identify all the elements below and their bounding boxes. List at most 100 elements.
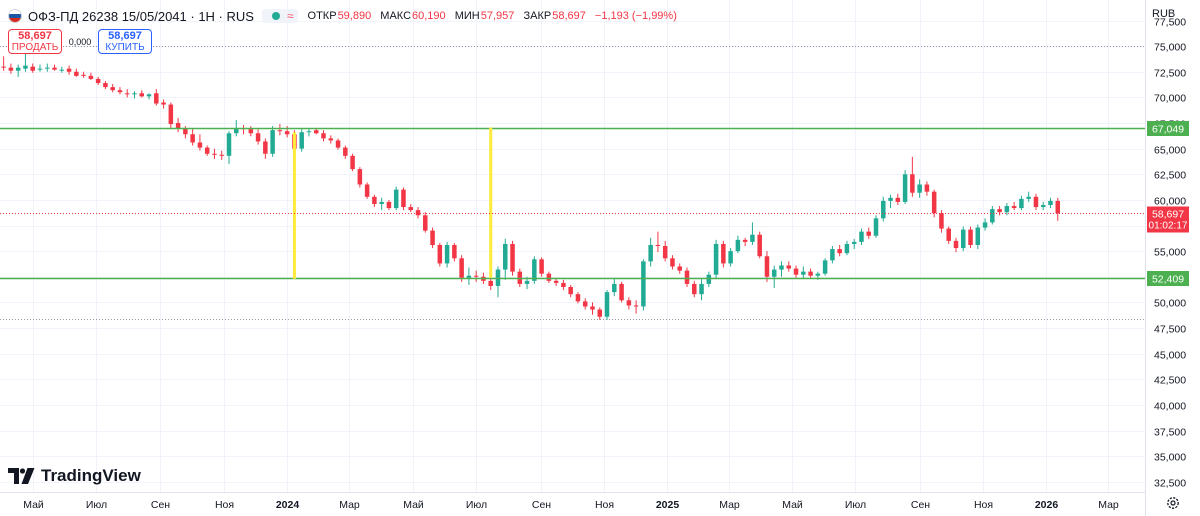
candle-body <box>844 243 850 254</box>
candle-down <box>401 187 406 211</box>
price-tick-label: 32,500 <box>1154 478 1186 490</box>
candle-body <box>255 133 261 142</box>
time-axis[interactable]: Май Июл Сен Ноя 2024 Мар Май Июл Сен Ноя 2025 Мар Ма… <box>23 499 1119 511</box>
candle-down <box>212 148 217 159</box>
candle-up <box>503 238 508 280</box>
candle-up <box>917 179 922 198</box>
candle-body <box>430 230 435 245</box>
candle-body <box>459 258 464 278</box>
candle-body <box>321 133 326 139</box>
high-label: МАКС <box>380 10 412 22</box>
chart-grid <box>0 0 1145 492</box>
plot-area[interactable] <box>0 0 1145 492</box>
candle-body <box>37 68 43 70</box>
approx-icon: ≈ <box>286 9 294 23</box>
price-tick-label: 55,000 <box>1154 247 1186 259</box>
candle-body <box>8 67 14 71</box>
candle-body <box>95 78 101 84</box>
candle-body <box>888 197 893 201</box>
candle-body <box>270 130 275 154</box>
candle-body <box>670 258 675 267</box>
candle-body <box>226 133 232 156</box>
candle-body <box>604 292 610 317</box>
price-tick-label: 70,000 <box>1154 93 1186 105</box>
highlight-segment <box>489 127 493 278</box>
candle-down <box>684 267 690 287</box>
candle-down <box>277 124 283 136</box>
time-tick-label: Мар <box>339 499 360 511</box>
candle-up <box>15 64 21 77</box>
time-tick-label: Мар <box>1098 499 1119 511</box>
candle-up <box>37 64 43 72</box>
candle-body <box>997 209 1002 213</box>
settings-gear-icon[interactable] <box>1162 492 1184 514</box>
candle-up <box>1004 202 1010 216</box>
candle-body <box>801 271 806 275</box>
candle-body <box>575 294 581 302</box>
candle-up <box>45 63 50 72</box>
price-axis[interactable]: 77,50075,00072,50070,00067,50065,00062,5… <box>1154 17 1186 490</box>
candle-up <box>801 266 806 279</box>
highlight-segments[interactable] <box>292 127 493 279</box>
candle-up <box>444 241 450 268</box>
candle-body <box>764 256 770 277</box>
sell-button[interactable]: 58,697 ПРОДАТЬ <box>8 29 62 54</box>
symbol-title[interactable]: ОФЗ-ПД 26238 15/05/2041 · 1Н · RUS <box>28 8 254 24</box>
candle-body <box>335 140 341 148</box>
time-tick-label: Сен <box>911 499 930 511</box>
candle-down <box>837 244 842 257</box>
candle-body <box>822 260 828 274</box>
buy-button[interactable]: 58,697 КУПИТЬ <box>98 29 152 54</box>
tradingview-logo[interactable]: TradingView <box>8 466 141 486</box>
candle-body <box>503 243 508 270</box>
candle-down <box>430 227 435 249</box>
price-tick-label: 42,500 <box>1154 375 1186 387</box>
candle-down <box>408 203 413 213</box>
candle-down <box>452 242 457 262</box>
candle-body <box>677 266 682 271</box>
last-price-label: 58,697 <box>1152 209 1184 221</box>
candle-body <box>15 67 21 71</box>
candle-down <box>1033 193 1039 211</box>
time-tick-label: Сен <box>532 499 551 511</box>
candle-down <box>619 281 624 303</box>
candle-body <box>866 231 871 236</box>
market-status[interactable]: ≈ <box>261 9 298 23</box>
candle-up <box>771 265 777 289</box>
candle-body <box>117 90 123 93</box>
candle-down <box>81 71 86 78</box>
candle-down <box>154 89 159 106</box>
horizontal-levels[interactable] <box>0 127 1145 280</box>
candle-up <box>830 246 835 264</box>
candle-body <box>23 65 28 69</box>
candle-down <box>30 63 35 73</box>
time-tick-label: Май <box>782 499 803 511</box>
price-tick-label: 72,500 <box>1154 68 1186 80</box>
candle-body <box>553 280 559 283</box>
price-tick-label: 40,000 <box>1154 401 1186 413</box>
candle-body <box>1 66 6 68</box>
candle-down <box>721 240 726 268</box>
candle-body <box>633 305 639 307</box>
candle-body <box>895 197 901 202</box>
candle-body <box>415 210 421 216</box>
candle-body <box>510 243 515 272</box>
candle-body <box>1004 206 1010 213</box>
candle-up <box>641 259 646 311</box>
time-tick-label: Июл <box>845 499 866 511</box>
candle-body <box>532 259 537 281</box>
candle-body <box>197 142 203 148</box>
candle-body <box>815 273 821 276</box>
currency-selector[interactable]: RUB <box>1152 8 1176 20</box>
candle-down <box>655 231 661 253</box>
candle-body <box>808 271 813 276</box>
candle-down <box>677 263 682 274</box>
level-tag-label: 67,049 <box>1152 124 1184 136</box>
candle-body <box>248 129 254 134</box>
open-label: ОТКР <box>307 10 337 22</box>
candle-down <box>95 76 101 86</box>
high-value: 60,190 <box>412 10 446 22</box>
candle-body <box>917 184 922 193</box>
time-tick-label: Май <box>403 499 424 511</box>
